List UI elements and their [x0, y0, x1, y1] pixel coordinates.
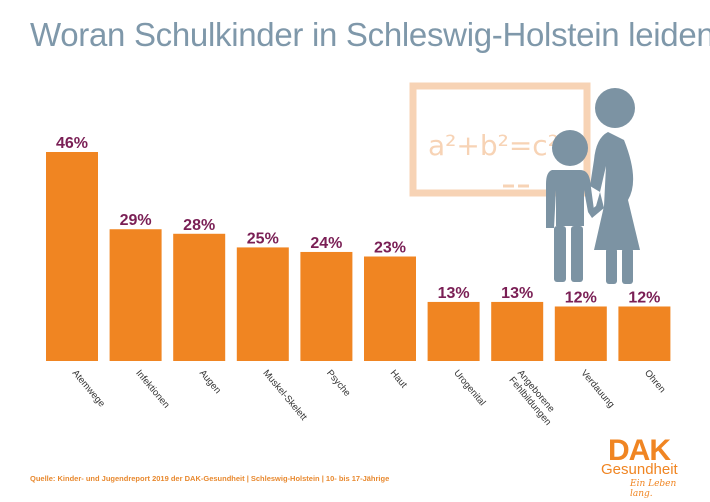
value-label: 12% — [565, 289, 597, 306]
bar-muskel-skelett — [236, 247, 289, 361]
bar-psyche — [300, 251, 353, 361]
value-label: 46% — [56, 135, 88, 152]
teacher-figure — [588, 88, 640, 284]
value-label: 13% — [501, 285, 533, 302]
value-label: 25% — [247, 230, 279, 247]
value-label: 24% — [310, 235, 342, 252]
bar-ohren — [618, 306, 671, 361]
chart-title: Woran Schulkinder in Schleswig-Holstein … — [30, 16, 710, 53]
source-note: Quelle: Kinder- und Jugendreport 2019 de… — [30, 474, 390, 483]
bar-angeborene-fehlbildungen — [491, 301, 544, 361]
dak-logo: DAK Gesundheit Ein Leben lang. — [600, 434, 700, 500]
value-label: 29% — [120, 212, 152, 229]
value-label: 13% — [438, 285, 470, 302]
value-label: 28% — [183, 217, 215, 234]
bar-haut — [364, 256, 416, 361]
logo-wordmark: DAK — [608, 434, 671, 467]
value-label: 12% — [628, 289, 660, 306]
logo-tagline: Ein Leben lang. — [630, 479, 677, 499]
logo-subtitle: Gesundheit — [601, 461, 678, 478]
value-label: 23% — [374, 240, 406, 257]
child-figure — [546, 130, 594, 282]
chalkboard-formula: a²+b²=c² — [428, 129, 559, 162]
bar-augen — [173, 233, 226, 361]
bar-infektionen — [109, 229, 162, 361]
bar-urogenital — [427, 301, 480, 361]
bar-atemwege — [46, 152, 98, 361]
bar-verdauung — [554, 306, 607, 361]
